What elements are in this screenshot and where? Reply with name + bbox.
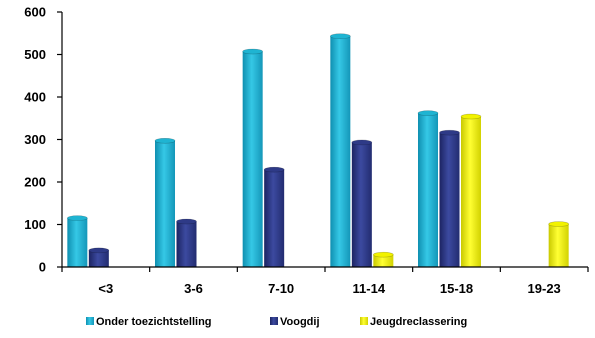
bars <box>67 33 569 268</box>
bar-body <box>88 250 109 267</box>
y-tick-label: 0 <box>39 260 46 275</box>
y-tick-label: 400 <box>24 90 46 105</box>
bar <box>351 139 373 267</box>
y-axis-ticks: 0 100 200 300 400 500 600 <box>24 5 62 275</box>
bar-body <box>176 221 197 267</box>
legend-label: Jeugdreclassering <box>370 316 467 328</box>
y-tick-label: 300 <box>24 132 46 147</box>
bar-body <box>373 254 394 267</box>
legend-item: Voogdij <box>270 316 320 328</box>
bar-body <box>242 51 263 268</box>
bar-body <box>351 142 372 267</box>
bar <box>67 215 88 267</box>
legend: Onder toezichtstelling Voogdij Jeugdreclas… <box>86 316 467 328</box>
y-tick-label: 100 <box>24 217 46 232</box>
x-tick-label: 7-10 <box>268 281 294 296</box>
bar-top <box>417 110 439 116</box>
legend-swatch <box>86 317 94 325</box>
bar <box>460 113 482 267</box>
bar <box>242 48 263 268</box>
x-tick-label: 3-6 <box>184 281 203 296</box>
bar-top <box>460 113 482 120</box>
bar <box>548 221 569 267</box>
legend-item: Onder toezichtstelling <box>86 316 212 328</box>
bar-body <box>264 169 285 267</box>
y-tick-label: 500 <box>24 47 46 62</box>
bar-top <box>154 137 176 144</box>
y-tick-label: 600 <box>24 5 46 20</box>
bar-body <box>155 140 175 267</box>
x-tick-label: 11-14 <box>353 281 386 296</box>
bar <box>176 218 197 267</box>
x-tick-label: 15-18 <box>440 281 473 296</box>
y-tick-label: 200 <box>24 175 46 190</box>
legend-swatch <box>360 317 368 325</box>
x-tick-label: <3 <box>98 281 113 296</box>
bar-body <box>67 218 88 267</box>
bar-body <box>330 36 351 267</box>
bar <box>439 129 460 267</box>
legend-item: Jeugdreclassering <box>360 316 467 328</box>
bar-top <box>373 251 394 258</box>
bar-top <box>351 139 373 146</box>
bar-body <box>461 116 481 267</box>
legend-label: Onder toezichtstelling <box>96 316 212 328</box>
legend-label: Voogdij <box>280 316 320 328</box>
bar-top <box>242 48 263 55</box>
bar <box>88 247 110 267</box>
bar-body <box>548 224 569 267</box>
bar-top <box>263 166 285 173</box>
bar <box>263 166 285 267</box>
bar-top <box>88 247 110 254</box>
bar <box>330 33 351 267</box>
legend-swatch <box>270 317 278 325</box>
x-tick-label: 19-23 <box>528 281 561 296</box>
bar <box>373 251 394 267</box>
bar-body <box>418 113 438 268</box>
bar-top <box>548 221 569 227</box>
bar-top <box>330 33 351 40</box>
bar-top <box>67 215 88 221</box>
bar <box>154 137 176 267</box>
bar-body <box>439 132 460 267</box>
bar-top <box>176 218 197 225</box>
bar-top <box>439 129 460 136</box>
x-axis-ticks: <3 3-6 7-10 11-14 15-18 19-23 <box>61 267 589 296</box>
bar <box>417 110 439 268</box>
